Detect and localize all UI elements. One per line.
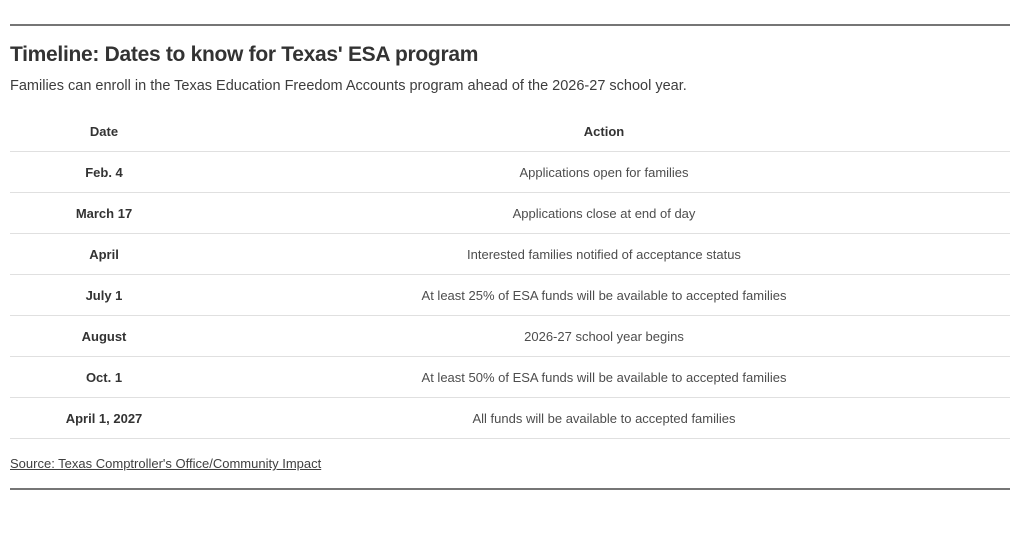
date-cell: March 17 — [75, 205, 133, 221]
table-row: March 17 Applications close at end of da… — [10, 193, 1010, 234]
date-cell: Feb. 4 — [85, 164, 123, 180]
table-row: April 1, 2027 All funds will be availabl… — [10, 398, 1010, 439]
table-header-row: Date Action — [10, 112, 1010, 152]
column-header-date: Date — [89, 124, 119, 139]
table-row: July 1 At least 25% of ESA funds will be… — [10, 275, 1010, 316]
action-cell: All funds will be available to accepted … — [472, 410, 736, 426]
table-row: Feb. 4 Applications open for families — [10, 152, 1010, 193]
action-cell: At least 50% of ESA funds will be availa… — [421, 369, 787, 385]
column-header-action: Action — [583, 124, 625, 139]
action-cell: Applications close at end of day — [512, 205, 696, 221]
table-row: Oct. 1 At least 50% of ESA funds will be… — [10, 357, 1010, 398]
action-cell: 2026-27 school year begins — [524, 328, 684, 344]
timeline-graphic: Timeline: Dates to know for Texas' ESA p… — [0, 24, 1020, 535]
page-subtitle: Families can enroll in the Texas Educati… — [10, 78, 687, 94]
table-row: August 2026-27 school year begins — [10, 316, 1010, 357]
table-row: April Interested families notified of ac… — [10, 234, 1010, 275]
page-title: Timeline: Dates to know for Texas' ESA p… — [10, 43, 479, 66]
timeline-table: Date Action Feb. 4 Applications open for… — [10, 112, 1010, 439]
source-row: Source: Texas Comptroller's Office/Commu… — [10, 455, 1010, 473]
top-rule — [10, 24, 1010, 26]
date-cell: April 1, 2027 — [65, 410, 143, 426]
bottom-rule — [10, 488, 1010, 490]
action-cell: At least 25% of ESA funds will be availa… — [421, 287, 787, 303]
date-cell: Oct. 1 — [85, 369, 123, 385]
action-cell: Applications open for families — [519, 164, 689, 180]
date-cell: July 1 — [85, 287, 123, 303]
date-cell: April — [89, 246, 119, 262]
date-cell: August — [81, 328, 127, 344]
action-cell: Interested families notified of acceptan… — [467, 246, 741, 262]
source-link[interactable]: Source: Texas Comptroller's Office/Commu… — [10, 456, 322, 471]
